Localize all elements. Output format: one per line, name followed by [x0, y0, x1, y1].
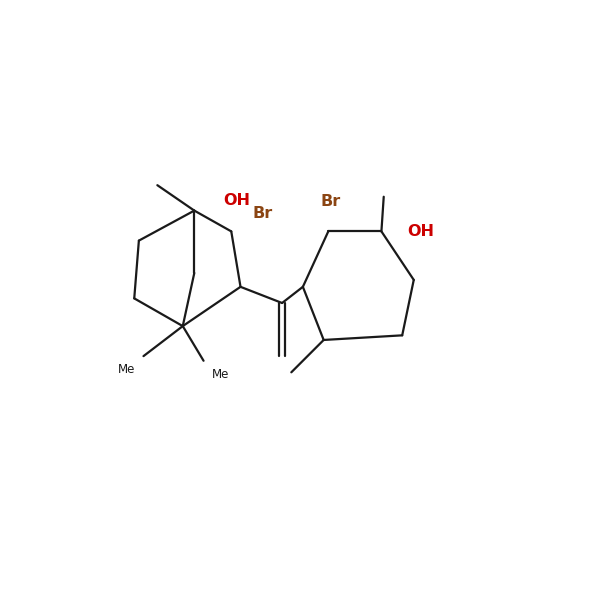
Text: Br: Br: [320, 194, 341, 209]
Text: Me: Me: [118, 363, 135, 376]
Text: OH: OH: [223, 193, 250, 208]
Text: Br: Br: [252, 206, 272, 221]
Text: Me: Me: [212, 368, 229, 380]
Text: OH: OH: [407, 224, 434, 239]
